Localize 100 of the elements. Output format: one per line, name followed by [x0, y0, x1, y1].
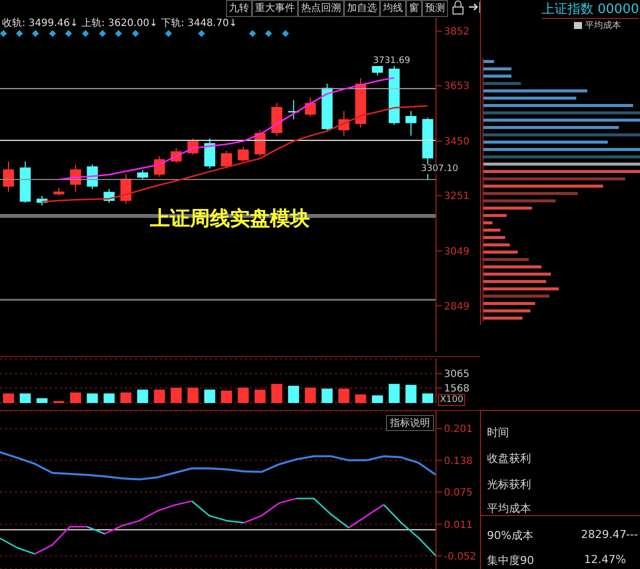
- y-tick-label: 3049: [444, 246, 470, 258]
- y-tick-label: 3653: [444, 81, 470, 92]
- bar: [483, 82, 521, 85]
- text: 90%成本: [487, 528, 534, 543]
- text: 集中度90: [487, 553, 534, 568]
- candlestick: [3, 160, 14, 192]
- y-tick-label: 3065: [444, 369, 470, 380]
- text: 热点回溯: [298, 0, 344, 17]
- bar: [483, 294, 550, 298]
- bar: [483, 155, 640, 158]
- bar: [355, 394, 366, 403]
- text: 重大事件: [252, 0, 298, 17]
- candlestick: [238, 146, 249, 162]
- line-series: [0, 451, 437, 480]
- bar: [483, 192, 578, 195]
- text: 预测: [422, 0, 448, 17]
- bar: [170, 388, 182, 403]
- bar: [483, 148, 640, 151]
- bar: [483, 228, 500, 232]
- annotation: 3307.10: [420, 164, 460, 174]
- bar: [36, 398, 48, 403]
- text: 加自选: [344, 0, 380, 17]
- bar: [338, 388, 350, 403]
- candlestick: [137, 169, 148, 180]
- bar: [20, 393, 31, 403]
- bar: [483, 184, 604, 188]
- bar: [483, 265, 542, 268]
- bar: [483, 162, 640, 166]
- annotation: 3731.69: [372, 56, 412, 66]
- bar: [304, 388, 316, 403]
- bar: [483, 170, 640, 173]
- bar: [483, 272, 551, 276]
- candlestick: [405, 110, 416, 136]
- bar: [483, 111, 640, 114]
- annotation: 指标说明: [386, 415, 434, 431]
- bar: [86, 393, 98, 403]
- text: 时间: [487, 425, 509, 440]
- text: 收盘获利: [487, 451, 531, 466]
- y-tick-label: 1568: [444, 384, 470, 395]
- bar: [238, 388, 249, 403]
- bar: [483, 74, 512, 78]
- text: 上证周线实盘模块: [150, 205, 310, 232]
- bar: [483, 89, 588, 92]
- bar: [483, 221, 492, 224]
- bar: [483, 302, 536, 305]
- y-tick-label: 0.201: [444, 424, 473, 436]
- bar: [288, 386, 300, 403]
- y-tick-label: -0.052: [444, 551, 476, 562]
- candlestick: [120, 174, 132, 204]
- bar: [322, 388, 333, 403]
- bar: [483, 316, 522, 320]
- y-tick-label: 0.138: [444, 456, 473, 467]
- bar: [483, 177, 626, 180]
- bar: [483, 206, 532, 210]
- bar: [483, 67, 512, 70]
- bar: [70, 392, 82, 403]
- bar: [154, 390, 165, 403]
- bar: [422, 393, 434, 403]
- bar: [483, 118, 640, 122]
- bar: [187, 388, 198, 403]
- bar: [204, 390, 216, 403]
- bar: [372, 395, 383, 403]
- y-tick-label: 0.011: [444, 520, 473, 531]
- bar: [483, 236, 506, 239]
- bar: [483, 287, 559, 290]
- bar: [483, 258, 529, 261]
- y-axis-title: X100: [438, 394, 466, 406]
- bar: [483, 214, 507, 217]
- chart-subtitle: 收轨: 3499.46↓ 上轨: 3620.00↓ 下轨: 3448.70↓: [2, 16, 238, 30]
- text: 均线: [380, 0, 406, 17]
- bar: [405, 384, 416, 403]
- bar: [3, 393, 14, 403]
- bar: [271, 384, 282, 403]
- bar: [254, 390, 266, 403]
- bar: [137, 390, 148, 403]
- text: 光标获利: [487, 477, 531, 492]
- candlestick: [221, 150, 232, 170]
- text: 平均成本: [584, 20, 621, 32]
- y-tick-label: 3251: [444, 191, 470, 202]
- bar: [483, 104, 634, 107]
- bar: [388, 384, 400, 403]
- text: 平均成本: [487, 501, 531, 516]
- text: 12.47%: [584, 553, 626, 566]
- candlestick: [204, 138, 216, 170]
- bar: [483, 199, 556, 202]
- bar: [483, 243, 510, 246]
- text: 九转: [226, 0, 252, 17]
- bar: [483, 280, 546, 283]
- bar: [120, 392, 132, 403]
- bar: [483, 96, 576, 100]
- y-tick-label: 0.075: [444, 488, 473, 499]
- text: 2829.47: [581, 528, 626, 541]
- bar: [104, 393, 115, 403]
- bar: [221, 390, 232, 403]
- bar: [483, 140, 608, 144]
- bar: [483, 126, 619, 129]
- y-tick-label: 3450: [444, 136, 470, 148]
- text: 窗: [406, 0, 422, 17]
- chart-title: 上证指数 00000: [542, 0, 639, 19]
- y-tick-label: 3852: [444, 26, 470, 38]
